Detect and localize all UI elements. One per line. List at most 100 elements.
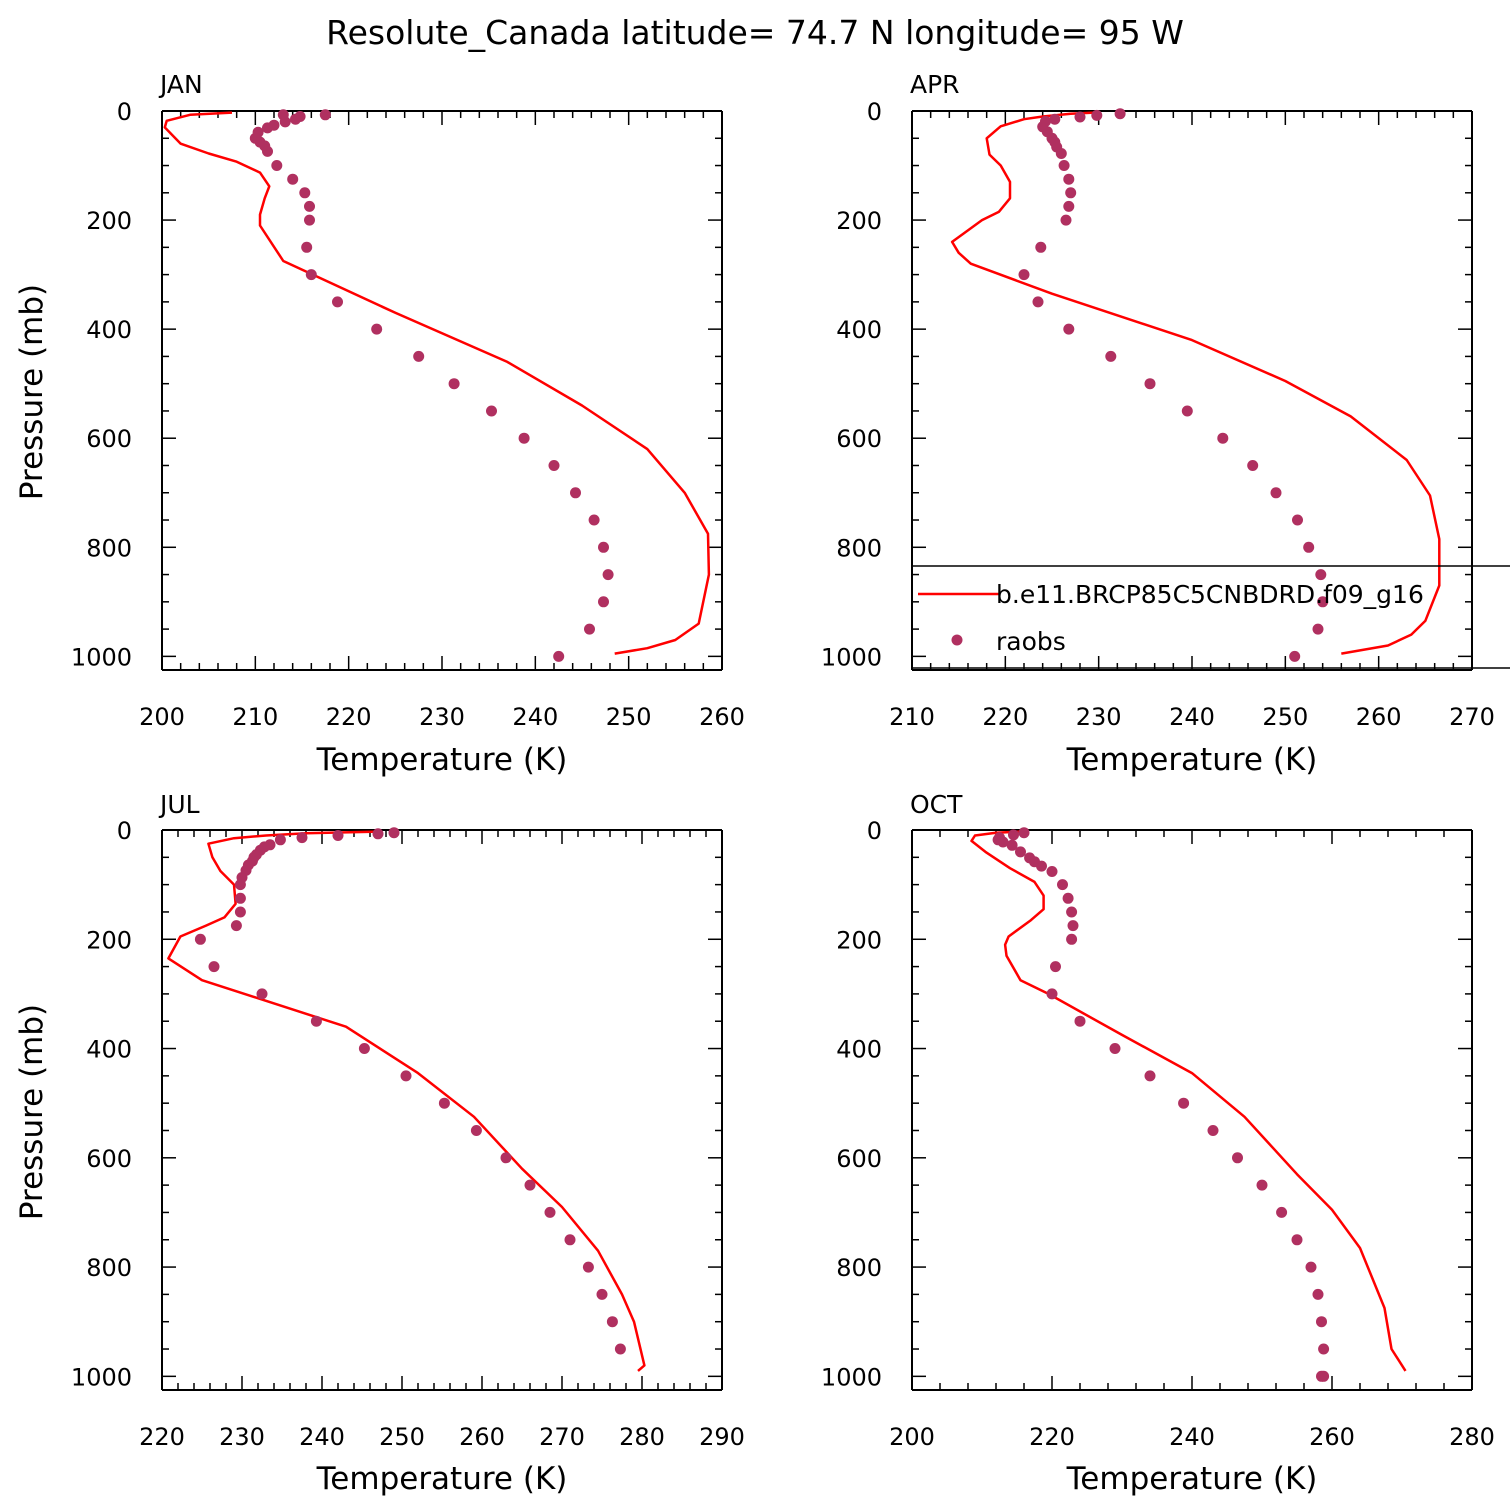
raobs-point-oct: [1036, 860, 1047, 872]
raobs-point-apr: [1049, 113, 1061, 125]
x-tick-label: 240: [1169, 1423, 1215, 1451]
y-axis-label-jul: Pressure (mb): [14, 1004, 50, 1220]
y-tick-label: 1000: [71, 1363, 132, 1391]
raobs-point-apr: [1247, 460, 1259, 471]
x-tick-label: 280: [1449, 1423, 1495, 1451]
panel-jul: JUL 220 230 240 250 260 270 280 290 0 200 400 600 80…: [71, 790, 745, 1451]
raobs-point-oct: [1074, 1015, 1086, 1027]
raobs-point-jul: [194, 933, 206, 945]
y-tick-label: 800: [86, 534, 132, 562]
raobs-point-oct: [1067, 920, 1079, 932]
raobs-point-oct: [1046, 866, 1058, 877]
raobs-point-jul: [500, 1152, 512, 1164]
raobs-point-jan: [518, 432, 530, 444]
raobs-point-oct: [1057, 879, 1068, 891]
raobs-point-oct: [1207, 1125, 1219, 1136]
x-tick-label: 220: [982, 703, 1028, 731]
raobs-point-jul: [438, 1097, 450, 1109]
raobs-point-jan: [262, 122, 273, 134]
x-tick-label: 260: [459, 1423, 505, 1451]
x-tick-label: 290: [699, 1423, 745, 1451]
x-tick-label: 210: [232, 703, 278, 731]
legend-model-label: b.e11.BRCP85C5CNBDRD.f09_g16: [996, 580, 1424, 609]
raobs-point-jul: [234, 906, 246, 918]
x-tick-label: 260: [699, 703, 745, 731]
raobs-point-jan: [304, 200, 315, 212]
raobs-point-oct: [1062, 892, 1074, 904]
raobs-point-apr: [1063, 200, 1075, 212]
raobs-point-oct: [1276, 1206, 1288, 1218]
raobs-point-jan: [301, 241, 313, 253]
panel-label-jan: JAN: [158, 70, 203, 99]
raobs-point-apr: [1065, 187, 1077, 199]
raobs-point-jan: [299, 187, 311, 199]
raobs-point-apr: [1105, 350, 1117, 362]
raobs-point-jan: [304, 214, 315, 226]
raobs-point-apr: [1032, 296, 1044, 308]
raobs-point-jul: [234, 879, 246, 891]
panel-label-apr: APR: [910, 70, 960, 99]
x-tick-label: 240: [299, 1423, 345, 1451]
x-tick-label: 220: [1029, 1423, 1075, 1451]
raobs-point-apr: [1063, 323, 1075, 335]
x-axis-label-apr: Temperature (K): [1066, 742, 1318, 778]
raobs-point-jan: [271, 160, 283, 171]
raobs-point-oct: [1305, 1261, 1317, 1273]
y-tick-label: 600: [836, 1145, 882, 1173]
raobs-point-apr: [1055, 148, 1067, 159]
y-tick-label: 0: [117, 98, 132, 126]
y-tick-label: 0: [867, 98, 882, 126]
raobs-point-oct: [1066, 933, 1078, 945]
x-tick-label: 220: [139, 1423, 185, 1451]
x-tick-label: 270: [1449, 703, 1495, 731]
y-tick-label: 200: [86, 207, 132, 235]
y-axis-label-jan: Pressure (mb): [14, 284, 50, 500]
raobs-point-jul: [596, 1288, 608, 1300]
y-tick-label: 600: [86, 425, 132, 453]
y-tick-label: 200: [836, 926, 882, 954]
raobs-point-jul: [234, 892, 246, 904]
panel-oct: OCT 200 220 240 260 280 0 200 400 600 800 1000: [821, 790, 1495, 1451]
raobs-point-apr: [1114, 108, 1126, 120]
raobs-point-oct: [1318, 1343, 1330, 1355]
raobs-point-oct: [1066, 906, 1078, 918]
raobs-point-jan: [548, 460, 560, 471]
raobs-point-oct: [1144, 1070, 1156, 1082]
raobs-point-oct: [1256, 1179, 1268, 1191]
y-tick-label: 1000: [821, 1363, 882, 1391]
raobs-point-jul: [470, 1125, 482, 1136]
raobs-point-oct: [1291, 1234, 1303, 1246]
raobs-point-jul: [274, 834, 286, 846]
raobs-point-oct: [1046, 988, 1058, 1000]
y-tick-label: 600: [86, 1145, 132, 1173]
raobs-point-jul: [564, 1234, 576, 1246]
raobs-point-jan: [332, 296, 343, 308]
y-tick-label: 400: [836, 316, 882, 344]
raobs-point-jul: [256, 988, 268, 1000]
x-tick-label: 230: [419, 703, 465, 731]
raobs-point-jan: [287, 173, 299, 185]
raobs-point-jan: [262, 145, 273, 157]
raobs-point-oct: [1232, 1152, 1243, 1164]
x-tick-label: 200: [139, 703, 185, 731]
raobs-point-apr: [1181, 405, 1193, 417]
raobs-point-jul: [230, 920, 242, 932]
raobs-point-jul: [524, 1179, 536, 1191]
raobs-point-apr: [1303, 541, 1315, 553]
raobs-point-jan: [553, 650, 565, 662]
raobs-point-jan: [602, 569, 614, 581]
raobs-point-jul: [332, 830, 344, 841]
y-tick-label: 1000: [71, 643, 132, 671]
y-tick-label: 400: [86, 316, 132, 344]
panel-label-oct: OCT: [910, 790, 963, 819]
raobs-point-apr: [1315, 569, 1327, 581]
raobs-point-jan: [588, 514, 600, 526]
raobs-point-oct: [1316, 1370, 1327, 1382]
x-tick-label: 250: [379, 1423, 425, 1451]
raobs-point-apr: [1317, 596, 1329, 608]
y-tick-label: 0: [117, 817, 132, 845]
legend-obs-label: raobs: [996, 627, 1066, 656]
raobs-point-jan: [486, 405, 497, 417]
x-tick-label: 280: [619, 1423, 665, 1451]
